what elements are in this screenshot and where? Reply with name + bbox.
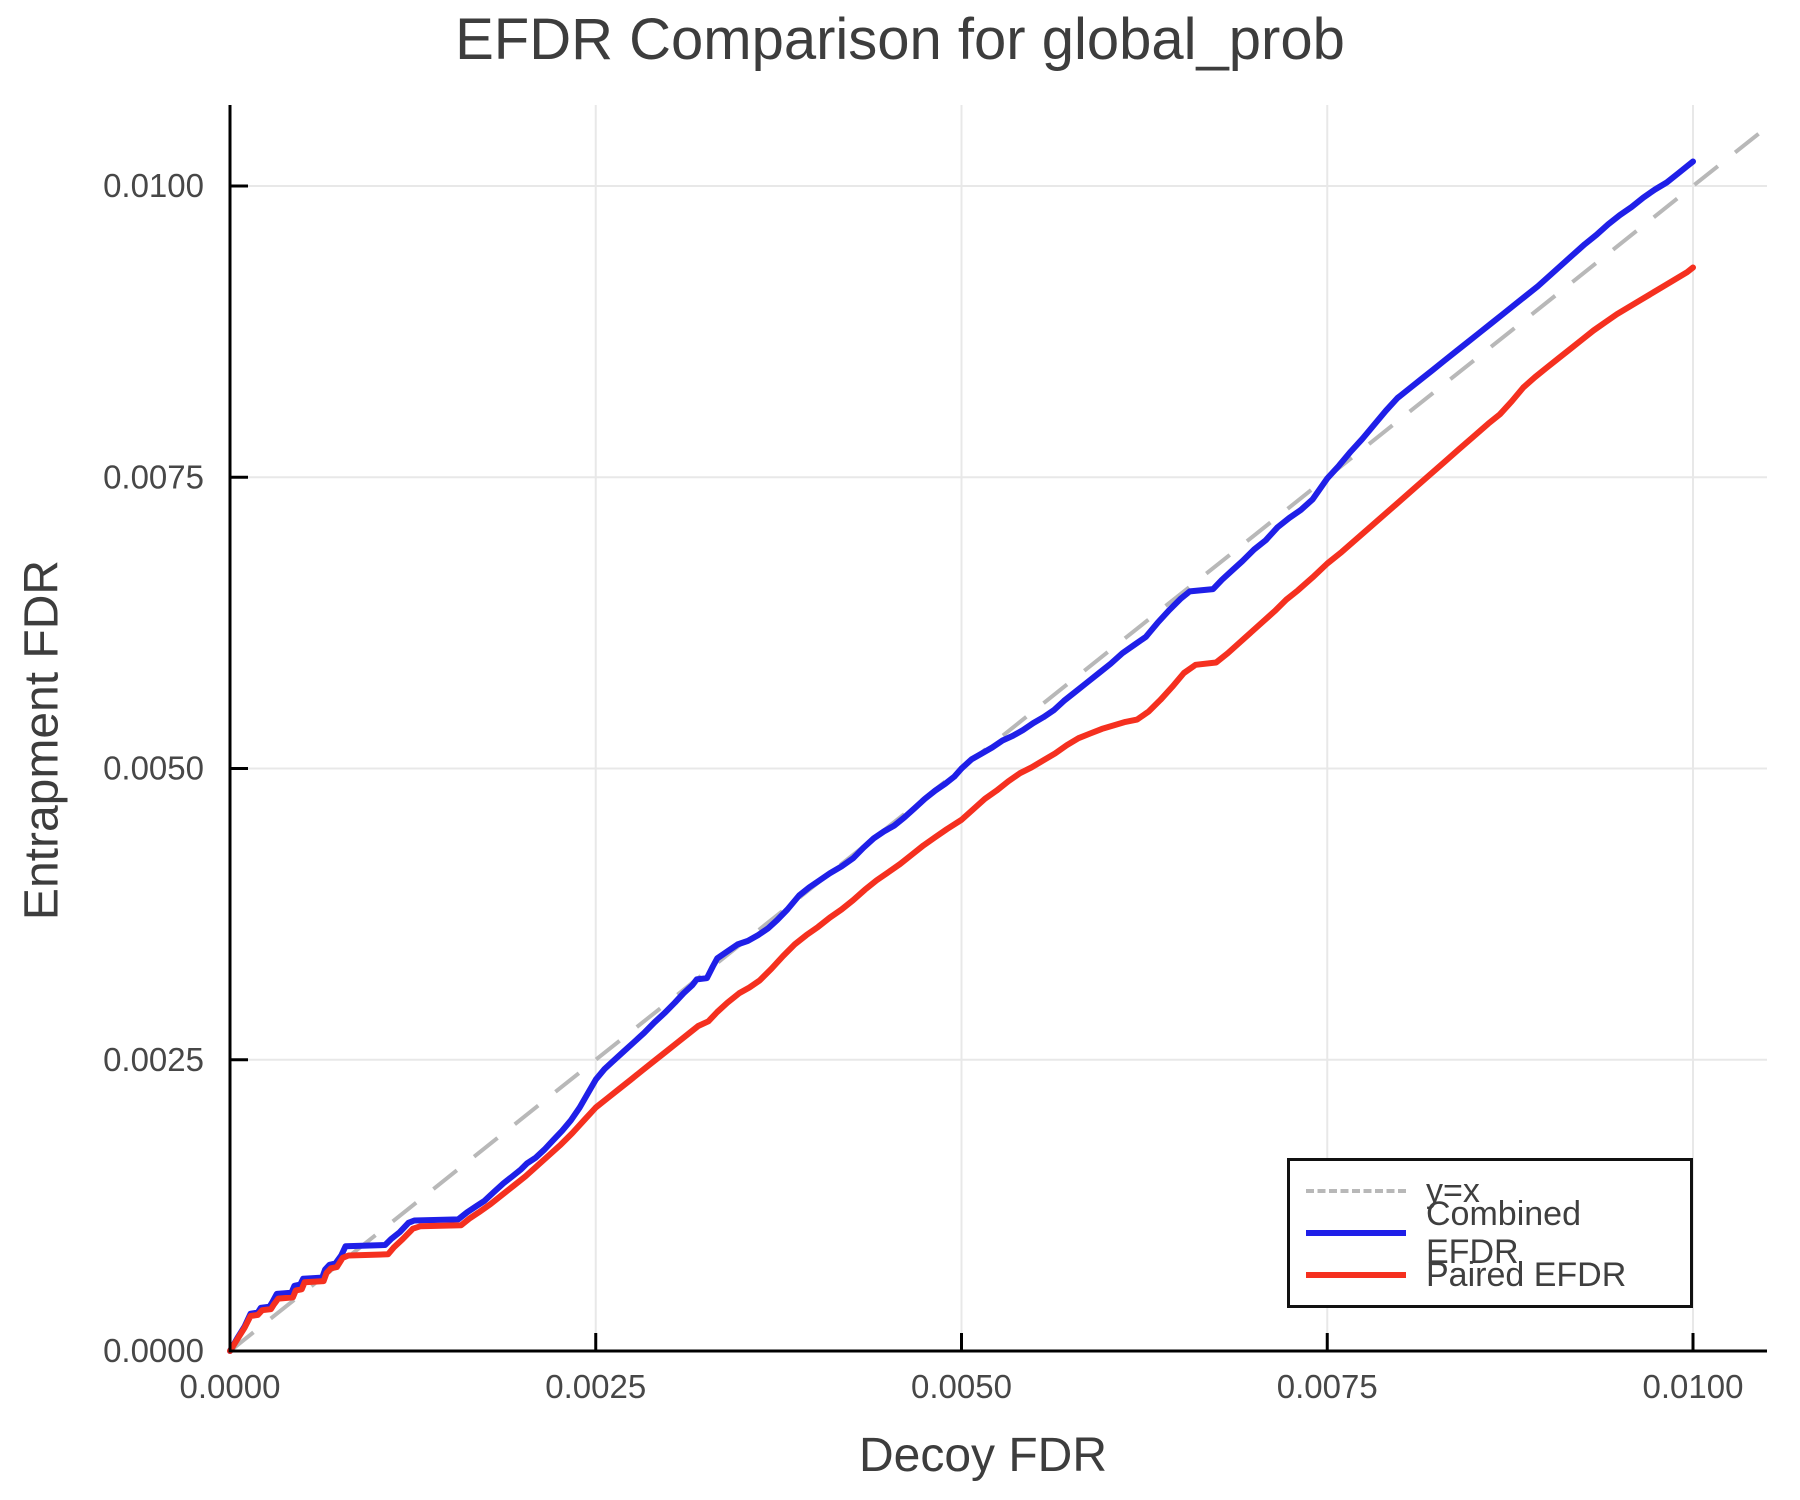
reference-line-y-equals-x [228, 125, 1769, 1353]
legend-label-yx: y=x [1426, 1172, 1480, 1210]
x-axis-label: Decoy FDR [858, 1429, 1108, 1482]
y-axis-label: Entrapment FDR [15, 559, 69, 921]
legend-entry-yx: y=x [1306, 1172, 1674, 1210]
x-tick-label: 0.0000 [180, 1368, 281, 1405]
legend-line-sample-paired [1306, 1272, 1406, 1278]
x-tick-label: 0.0050 [911, 1368, 1012, 1405]
legend-entry-combined-efdr: Combined EFDR [1306, 1195, 1674, 1271]
gridlines [230, 105, 1767, 1351]
y-tick-label: 0.0025 [103, 1041, 204, 1078]
chart-title: EFDR Comparison for global_prob [455, 7, 1345, 72]
x-tick-label: 0.0100 [1643, 1368, 1744, 1405]
combined-efdr-line [227, 158, 1696, 1354]
paired-efdr-line [227, 264, 1696, 1354]
y-tick-label: 0.0050 [103, 750, 204, 787]
legend-label-combined-efdr: Combined EFDR [1426, 1195, 1581, 1271]
y-tick-label: 0.0075 [103, 458, 204, 495]
x-tick-label: 0.0075 [1277, 1368, 1378, 1405]
x-tick-label: 0.0025 [545, 1368, 646, 1405]
axis-spines [228, 105, 1767, 1353]
legend-line-sample-dashed [1306, 1189, 1406, 1193]
y-tick-label: 0.0000 [103, 1332, 204, 1369]
tick-marks [228, 184, 1695, 1353]
legend-entry-paired-efdr: Paired EFDR [1306, 1256, 1674, 1294]
legend-label-paired-efdr: Paired EFDR [1426, 1256, 1627, 1294]
tick-labels: 0.0000 0.0025 0.0050 0.0075 0.0100 0.0000 0.00… [103, 167, 1743, 1405]
legend: y=x Combined EFDR Paired EFDR [1287, 1158, 1693, 1308]
legend-line-sample-combined [1306, 1230, 1406, 1236]
y-tick-label: 0.0100 [103, 167, 204, 204]
